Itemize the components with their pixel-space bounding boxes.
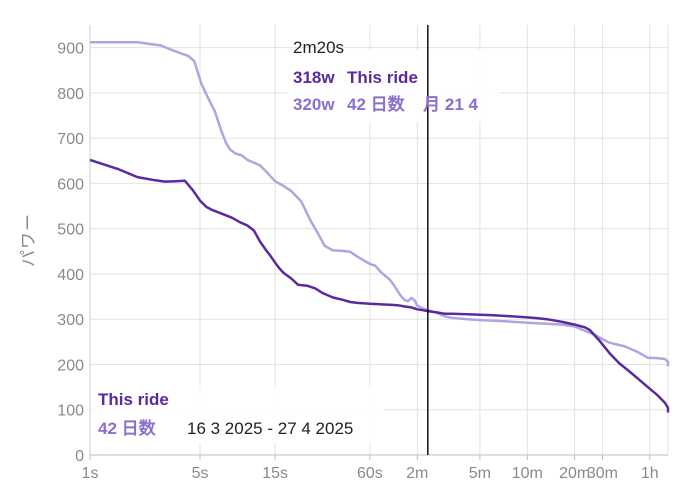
series-line-this-ride [89,158,670,413]
x-tick-label: 60s [357,465,383,482]
y-tick-label: 500 [57,222,84,239]
y-axis-title: パワー [19,213,38,267]
x-tick-label: 5m [469,465,491,482]
y-tick-label: 200 [57,357,84,374]
cursor-this-ride-readout: 318w This ride [293,68,418,87]
y-tick-label: 0 [75,448,84,465]
cursor-range-date: 月 21 4 [422,95,478,114]
x-tick-label: 5s [192,465,209,482]
y-tick-label: 300 [57,312,84,329]
cursor-time-label: 2m20s [293,38,344,57]
cursor-range-readout: 320w 42 日数 月 21 4 [293,94,478,114]
cursor-range-label: 42 日数 [347,94,406,114]
series-line-range [90,40,670,367]
legend-this-ride[interactable]: This ride [98,390,169,409]
y-tick-label: 700 [57,131,84,148]
x-tick-label: 15s [262,465,288,482]
x-tick-label: 30m [587,465,618,482]
cursor-range-value: 320w [293,95,335,114]
cursor-label-backdrop [287,50,499,122]
y-tick-label: 400 [57,267,84,284]
y-tick-label: 100 [57,403,84,420]
x-tick-label: 10m [512,465,543,482]
cursor-this-ride-label: This ride [347,68,418,87]
legend-backdrop [92,386,384,444]
legend-date-range: 16 3 2025 - 27 4 2025 [187,419,353,438]
y-tick-label: 800 [57,86,84,103]
y-tick-label: 900 [57,41,84,58]
y-tick-labels: 0 100 200 300 400 500 600 700 800 900 [57,41,84,465]
x-tick-label: 1s [82,465,99,482]
x-tick-label: 2m [406,465,428,482]
y-tick-label: 600 [57,176,84,193]
legend-range[interactable]: 42 日数 [98,418,157,438]
x-tick-label: 1h [641,465,659,482]
x-tick-label: 20m [559,465,590,482]
cursor-this-ride-value: 318w [293,68,335,87]
